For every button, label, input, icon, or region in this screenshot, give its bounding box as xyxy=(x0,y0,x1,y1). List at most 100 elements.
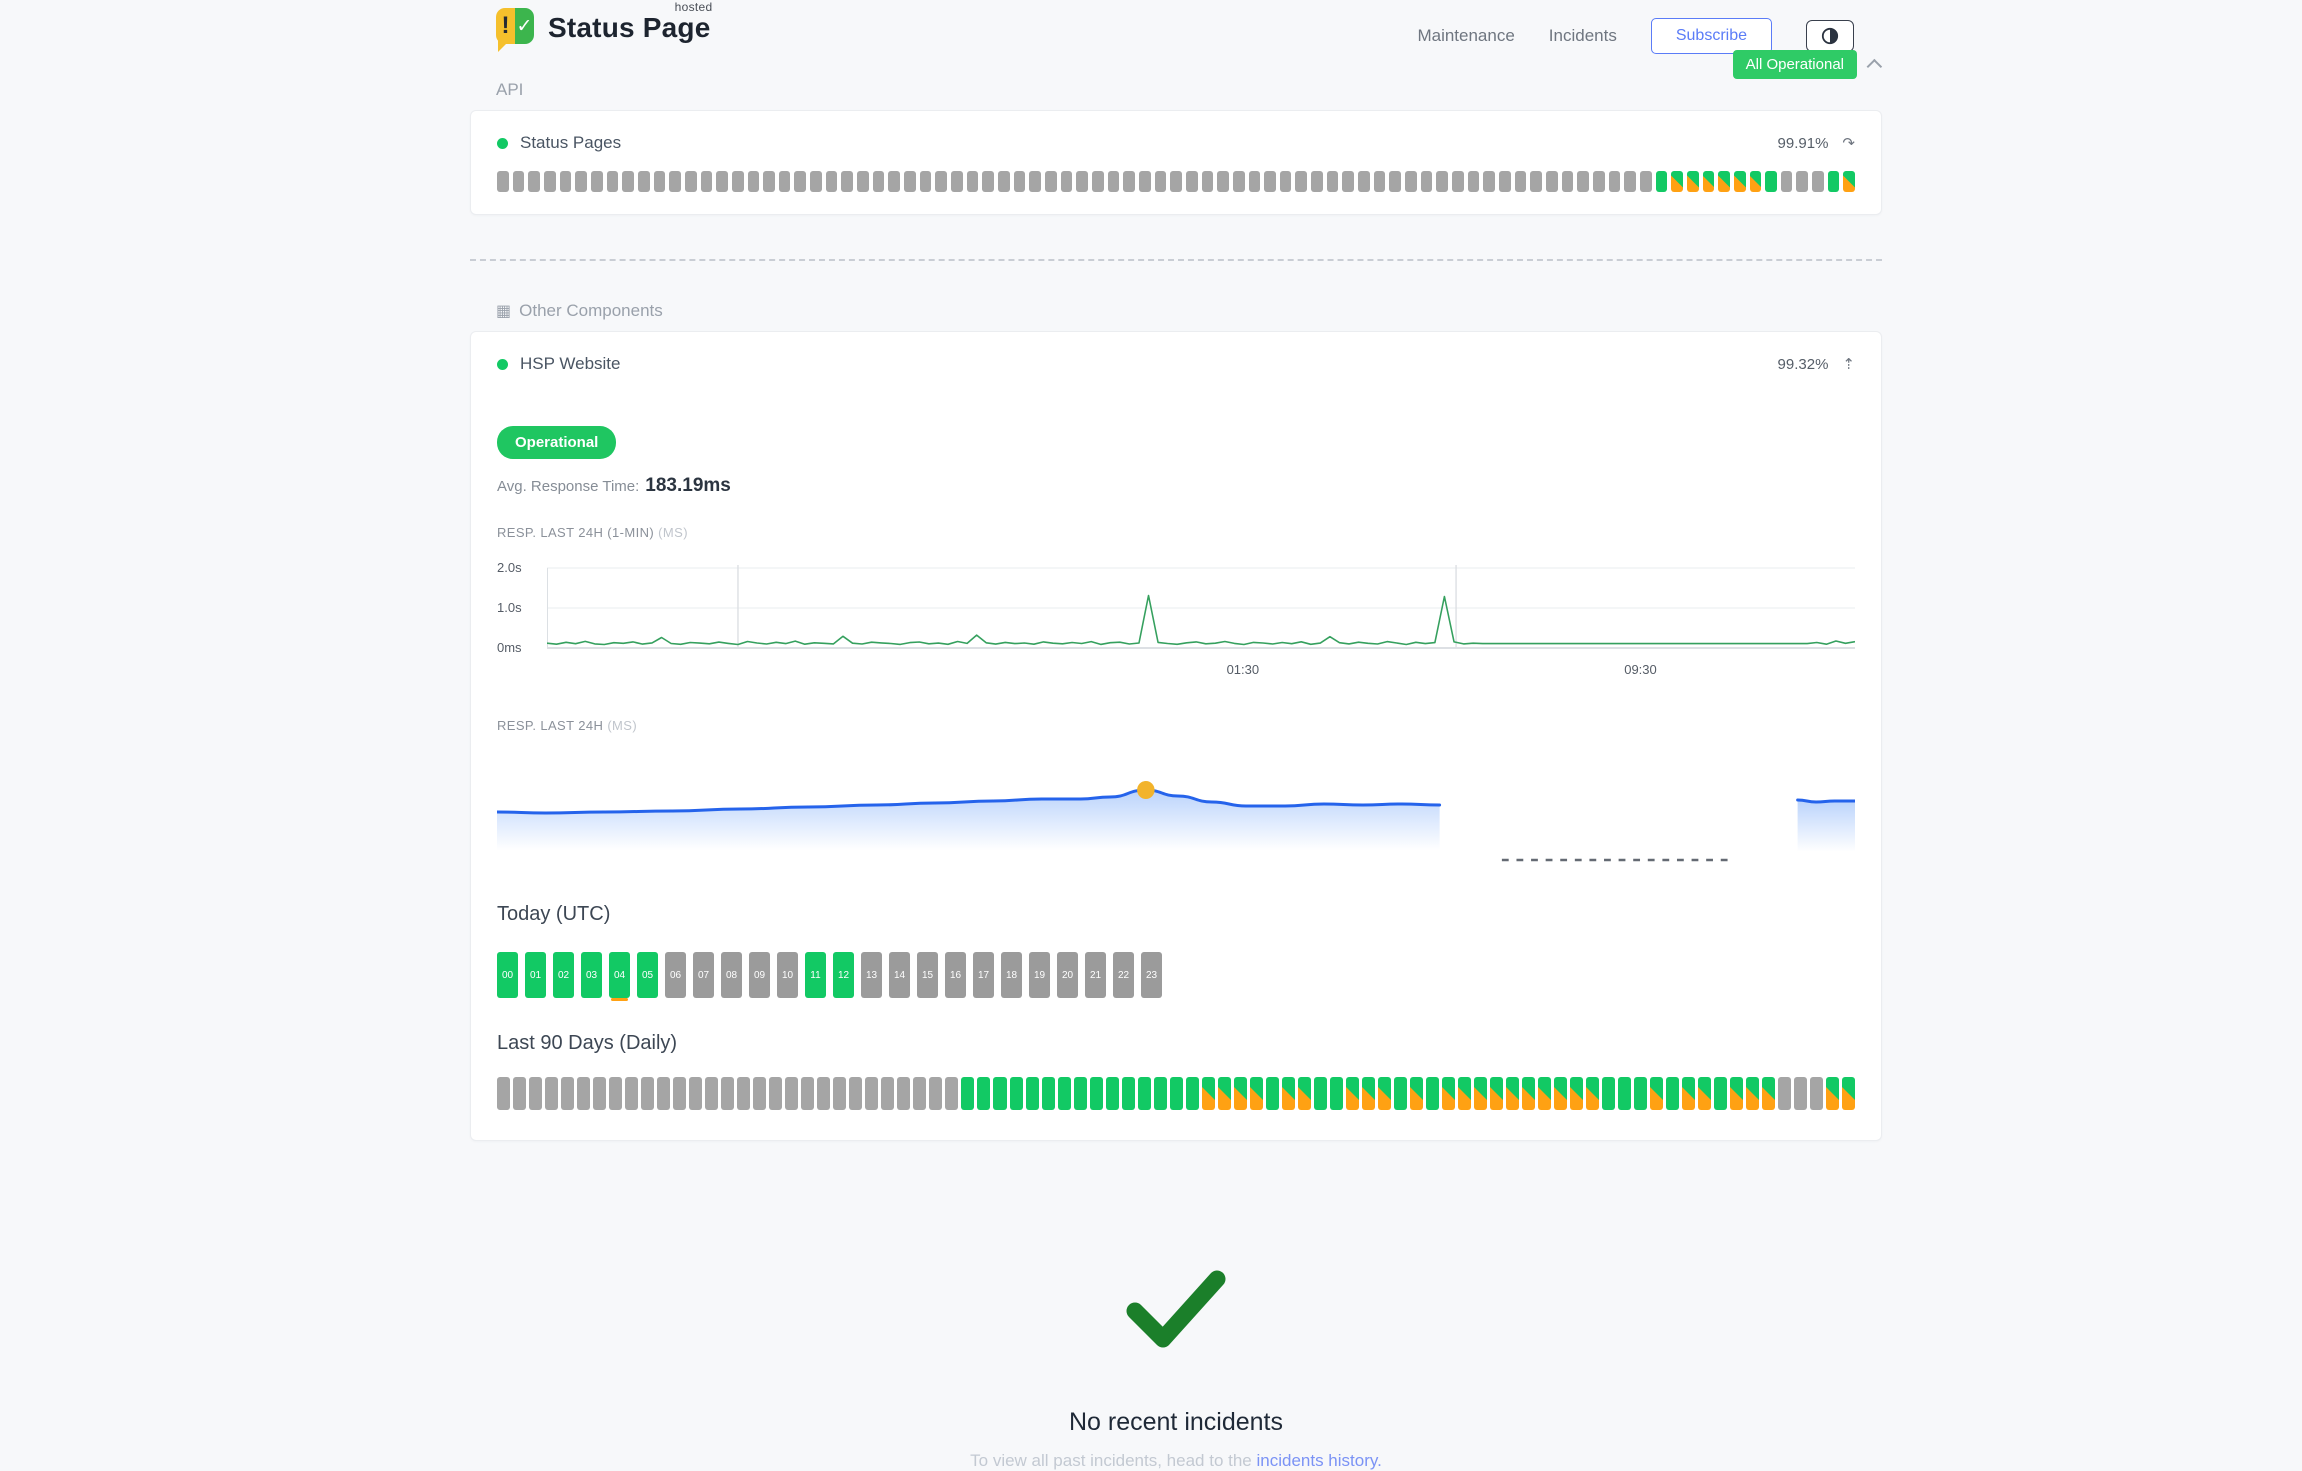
daily-uptime-bar[interactable] xyxy=(1810,1077,1824,1110)
daily-uptime-bar[interactable] xyxy=(673,1077,687,1110)
uptime-bar[interactable] xyxy=(1639,171,1652,192)
uptime-bar[interactable] xyxy=(841,171,854,192)
hour-box-11[interactable]: 11 xyxy=(805,952,826,998)
daily-uptime-bar[interactable] xyxy=(1009,1077,1023,1110)
hour-box-20[interactable]: 20 xyxy=(1057,952,1078,998)
hour-box-03[interactable]: 03 xyxy=(581,952,602,998)
uptime-bar[interactable] xyxy=(1185,171,1198,192)
uptime-bar[interactable] xyxy=(684,171,697,192)
daily-uptime-bar[interactable] xyxy=(849,1077,863,1110)
daily-uptime-bar[interactable] xyxy=(737,1077,751,1110)
daily-uptime-bar[interactable] xyxy=(1425,1077,1439,1110)
response-peak-marker[interactable] xyxy=(1137,781,1155,799)
daily-uptime-bar[interactable] xyxy=(609,1077,623,1110)
daily-uptime-bar[interactable] xyxy=(1698,1077,1712,1110)
daily-uptime-bar[interactable] xyxy=(1473,1077,1487,1110)
uptime-bar[interactable] xyxy=(1812,171,1824,192)
uptime-bar[interactable] xyxy=(606,171,619,192)
uptime-bar[interactable] xyxy=(1013,171,1026,192)
uptime-bar[interactable] xyxy=(716,171,728,192)
hour-box-10[interactable]: 10 xyxy=(777,952,798,998)
uptime-bar[interactable] xyxy=(1201,171,1214,192)
daily-uptime-bar[interactable] xyxy=(1393,1077,1407,1110)
daily-uptime-bar[interactable] xyxy=(769,1077,783,1110)
uptime-bar[interactable] xyxy=(575,171,587,192)
uptime-bar[interactable] xyxy=(825,171,838,192)
uptime-bar[interactable] xyxy=(1138,171,1151,192)
daily-uptime-bar[interactable] xyxy=(1730,1077,1744,1110)
daily-uptime-bar[interactable] xyxy=(1762,1077,1776,1110)
uptime-bar[interactable] xyxy=(1452,171,1464,192)
daily-uptime-bar[interactable] xyxy=(1297,1077,1311,1110)
daily-uptime-bar[interactable] xyxy=(593,1077,607,1110)
uptime-bar[interactable] xyxy=(966,171,979,192)
uptime-bar[interactable] xyxy=(1483,171,1495,192)
daily-uptime-bar[interactable] xyxy=(1682,1077,1696,1110)
uptime-bar[interactable] xyxy=(1248,171,1261,192)
uptime-bar[interactable] xyxy=(1577,171,1589,192)
daily-uptime-bar[interactable] xyxy=(1313,1077,1327,1110)
uptime-bar[interactable] xyxy=(1749,171,1762,192)
uptime-bar[interactable] xyxy=(1232,171,1245,192)
daily-uptime-bar[interactable] xyxy=(1377,1077,1391,1110)
daily-uptime-bar[interactable] xyxy=(1666,1077,1680,1110)
daily-uptime-bar[interactable] xyxy=(865,1077,879,1110)
daily-uptime-bar[interactable] xyxy=(801,1077,815,1110)
daily-uptime-bar[interactable] xyxy=(1249,1077,1263,1110)
daily-uptime-bar[interactable] xyxy=(1842,1077,1856,1110)
uptime-bar[interactable] xyxy=(872,171,885,192)
daily-uptime-bar[interactable] xyxy=(1281,1077,1295,1110)
uptime-bar[interactable] xyxy=(919,171,932,192)
daily-uptime-bar[interactable] xyxy=(561,1077,575,1110)
daily-uptime-bar[interactable] xyxy=(1105,1077,1119,1110)
daily-uptime-bar[interactable] xyxy=(1057,1077,1071,1110)
daily-uptime-bar[interactable] xyxy=(1602,1077,1616,1110)
uptime-bar[interactable] xyxy=(1342,171,1355,192)
uptime-bar[interactable] xyxy=(1373,171,1386,192)
uptime-bar[interactable] xyxy=(512,171,525,192)
daily-uptime-bar[interactable] xyxy=(1217,1077,1231,1110)
uptime-bar[interactable] xyxy=(543,171,556,192)
uptime-bar[interactable] xyxy=(700,171,713,192)
daily-uptime-bar[interactable] xyxy=(721,1077,735,1110)
hour-box-07[interactable]: 07 xyxy=(693,952,714,998)
uptime-bar[interactable] xyxy=(1718,171,1730,192)
hour-box-15[interactable]: 15 xyxy=(917,952,938,998)
daily-uptime-bar[interactable] xyxy=(1361,1077,1375,1110)
uptime-bar[interactable] xyxy=(857,171,869,192)
daily-uptime-bar[interactable] xyxy=(1618,1077,1632,1110)
brand-logo[interactable]: ! ✓ hosted Status Page xyxy=(496,0,712,52)
daily-uptime-bar[interactable] xyxy=(1554,1077,1568,1110)
daily-uptime-bar[interactable] xyxy=(1505,1077,1519,1110)
uptime-bar[interactable] xyxy=(1467,171,1480,192)
daily-uptime-bar[interactable] xyxy=(689,1077,703,1110)
uptime-bar[interactable] xyxy=(1107,171,1120,192)
uptime-bar[interactable] xyxy=(1311,171,1323,192)
uptime-bar[interactable] xyxy=(747,171,760,192)
uptime-bar[interactable] xyxy=(1655,171,1668,192)
uptime-bar[interactable] xyxy=(1420,171,1433,192)
uptime-bar[interactable] xyxy=(590,171,603,192)
uptime-bar[interactable] xyxy=(1295,171,1308,192)
daily-uptime-bar[interactable] xyxy=(1634,1077,1648,1110)
uptime-bar[interactable] xyxy=(794,171,807,192)
uptime-bar[interactable] xyxy=(1358,171,1370,192)
uptime-bar[interactable] xyxy=(1608,171,1621,192)
uptime-bar[interactable] xyxy=(1592,171,1605,192)
uptime-bar[interactable] xyxy=(1733,171,1746,192)
uptime-bar[interactable] xyxy=(731,171,744,192)
uptime-bar[interactable] xyxy=(653,171,666,192)
daily-uptime-bar[interactable] xyxy=(1089,1077,1103,1110)
daily-uptime-bar[interactable] xyxy=(513,1077,527,1110)
daily-uptime-bar[interactable] xyxy=(1025,1077,1039,1110)
daily-uptime-bar[interactable] xyxy=(945,1077,959,1110)
uptime-bar[interactable] xyxy=(998,171,1010,192)
daily-uptime-bar[interactable] xyxy=(625,1077,639,1110)
uptime-bar[interactable] xyxy=(1561,171,1574,192)
daily-uptime-bar[interactable] xyxy=(1169,1077,1183,1110)
daily-uptime-bar[interactable] xyxy=(577,1077,591,1110)
hour-box-12[interactable]: 12 xyxy=(833,952,854,998)
uptime-bar[interactable] xyxy=(810,171,822,192)
uptime-bar[interactable] xyxy=(1624,171,1636,192)
uptime-bar[interactable] xyxy=(1326,171,1339,192)
